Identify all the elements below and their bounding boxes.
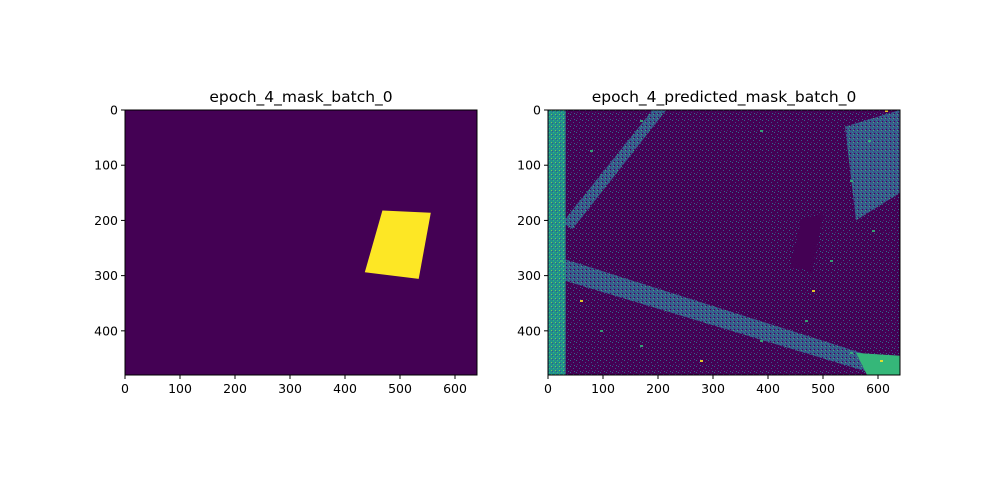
predicted-bright-speck [760, 340, 763, 342]
y-tick-label: 400 [517, 323, 541, 338]
mask-y-ticks: 0 100 200 300 400 [94, 103, 125, 338]
y-tick-label: 200 [94, 213, 118, 228]
x-tick-label: 400 [333, 381, 357, 396]
predicted-left-edge-band [548, 110, 566, 375]
x-tick-label: 0 [121, 381, 129, 396]
predicted-bright-speck [760, 130, 763, 132]
mask-axes-frame [124, 109, 478, 376]
predicted-upper-diagonal-band [561, 110, 667, 229]
y-tick-label: 100 [517, 158, 541, 173]
predicted-bright-speck [700, 360, 703, 362]
predicted-bright-speck [590, 150, 593, 152]
predicted-bright-speck [885, 110, 888, 112]
y-tick-label: 400 [94, 323, 118, 338]
x-tick-label: 0 [544, 381, 552, 396]
predicted-background [548, 110, 900, 375]
predicted-bright-speck [830, 260, 833, 262]
predicted-bright-speck [700, 30, 703, 32]
predicted-y-ticks: 0 100 200 300 400 [517, 103, 548, 338]
predicted-lower-diagonal-band [548, 259, 900, 375]
x-tick-label: 500 [388, 381, 412, 396]
x-tick-label: 300 [278, 381, 302, 396]
predicted-bright-speck [812, 290, 815, 292]
predicted-bright-speck [805, 320, 808, 322]
x-tick-label: 200 [223, 381, 247, 396]
y-tick-label: 300 [94, 268, 118, 283]
mask-panel-title: epoch_4_mask_batch_0 [209, 88, 392, 107]
predicted-bright-speck [872, 230, 875, 232]
y-tick-label: 300 [517, 268, 541, 283]
predicted-x-ticks: 0 100 200 300 400 500 600 [544, 375, 890, 396]
x-tick-label: 600 [866, 381, 890, 396]
predicted-bright-speck [820, 60, 823, 62]
predicted-bright-speck [640, 345, 643, 347]
y-tick-label: 100 [94, 158, 118, 173]
x-tick-label: 300 [701, 381, 725, 396]
predicted-bright-speck [868, 140, 871, 142]
predicted-bottom-right-glow [856, 352, 900, 375]
predicted-heatmap [548, 30, 900, 375]
predicted-axes-frame [547, 109, 901, 376]
predicted-bright-speck [580, 300, 583, 302]
predicted-bright-speck [880, 360, 883, 362]
x-tick-label: 100 [591, 381, 615, 396]
y-tick-label: 0 [110, 103, 118, 118]
predicted-upper-right-region [845, 110, 900, 221]
x-tick-label: 100 [168, 381, 192, 396]
y-tick-label: 0 [533, 103, 541, 118]
predicted-bright-speck [600, 330, 603, 332]
mask-region [364, 210, 431, 279]
predicted-bright-speck [575, 90, 578, 92]
predicted-bright-speck [720, 70, 723, 72]
mask-x-ticks: 0 100 200 300 400 500 600 [121, 375, 467, 396]
predicted-bright-speck [560, 260, 563, 262]
x-tick-label: 200 [646, 381, 670, 396]
predicted-bright-speck [560, 40, 563, 42]
predicted-panel-title: epoch_4_predicted_mask_batch_0 [592, 88, 857, 107]
x-tick-label: 400 [756, 381, 780, 396]
predicted-bright-speck [850, 180, 853, 182]
x-tick-label: 500 [811, 381, 835, 396]
x-tick-label: 600 [443, 381, 467, 396]
mask-panel: epoch_4_mask_batch_0 0 100 200 300 400 500 600… [94, 88, 478, 396]
predicted-bright-speck [620, 60, 623, 62]
predicted-dark-hole [790, 214, 823, 272]
predicted-bright-speck [640, 120, 643, 122]
predicted-bright-speck [850, 352, 853, 354]
predicted-panel: epoch_4_predicted_mask_batch_0 0 100 200 30… [517, 30, 901, 396]
y-tick-label: 200 [517, 213, 541, 228]
